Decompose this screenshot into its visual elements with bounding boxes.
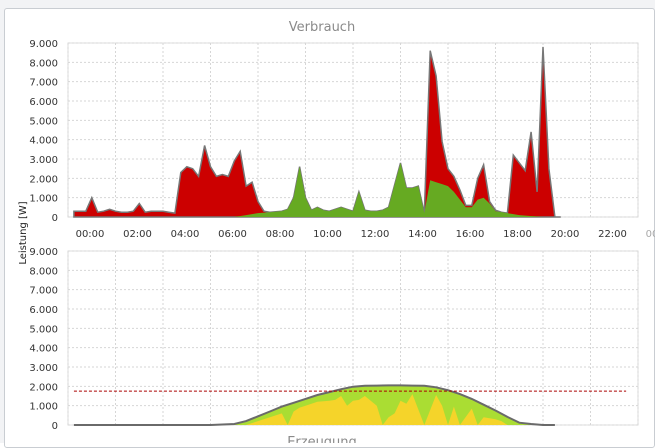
x-tick-label: 08:00 <box>266 229 295 240</box>
plot-area <box>67 42 639 218</box>
y-tick-label: 9.000 <box>29 39 58 50</box>
x-tick-label: 18:00 <box>503 229 532 240</box>
y-tick-label: 1.000 <box>29 402 58 413</box>
y-tick-label: 8.000 <box>29 58 58 69</box>
y-tick-label: 3.000 <box>29 363 58 374</box>
series-area <box>73 394 555 425</box>
y-axis-label: Leistung [W] <box>18 201 29 264</box>
x-tick-label: 16:00 <box>456 229 485 240</box>
chart-verbrauch: 0 1.000 2.000 3.000 4.000 5.000 6.000 7.000 8.00… <box>29 20 655 240</box>
y-tick-label: 0 <box>52 421 58 432</box>
y-tick-label: 5.000 <box>29 116 58 127</box>
x-tick-label: 02:00 <box>123 229 152 240</box>
x-tick-label: 20:00 <box>551 229 580 240</box>
y-tick-label: 8.000 <box>29 266 58 277</box>
x-tick-label: 04:00 <box>171 229 200 240</box>
x-tick-label: 14:00 <box>408 229 437 240</box>
y-tick-label: 1.000 <box>29 194 58 205</box>
x-tick-label: 22:00 <box>598 229 627 240</box>
series-area <box>73 162 544 217</box>
x-tick-label: 12:00 <box>361 229 390 240</box>
y-tick-label: 5.000 <box>29 324 58 335</box>
y-tick-label: 0 <box>52 213 58 224</box>
x-tick-label: 06:00 <box>218 229 247 240</box>
x-tick-label: 00:00 <box>646 229 655 240</box>
y-tick-label: 4.000 <box>29 136 58 147</box>
y-tick-label: 7.000 <box>29 286 58 297</box>
series-outline <box>73 384 555 426</box>
chart-erzeugung: 0 1.000 2.000 3.000 4.000 5.000 6.000 7.000 8.00… <box>29 247 639 443</box>
y-tick-label: 9.000 <box>29 247 58 258</box>
chart-title: Verbrauch <box>289 20 355 35</box>
y-tick-label: 3.000 <box>29 155 58 166</box>
y-tick-label: 6.000 <box>29 305 58 316</box>
y-tick-label: 6.000 <box>29 97 58 108</box>
x-tick-label: 10:00 <box>313 229 342 240</box>
y-tick-label: 2.000 <box>29 174 58 185</box>
x-tick-label: 00:00 <box>76 229 105 240</box>
chart-panel: 0 1.000 2.000 3.000 4.000 5.000 6.000 7.000 8.00… <box>4 8 655 448</box>
y-tick-label: 4.000 <box>29 344 58 355</box>
y-tick-label: 2.000 <box>29 382 58 393</box>
y-tick-label: 7.000 <box>29 78 58 89</box>
chart-title: Erzeugung <box>287 435 357 443</box>
